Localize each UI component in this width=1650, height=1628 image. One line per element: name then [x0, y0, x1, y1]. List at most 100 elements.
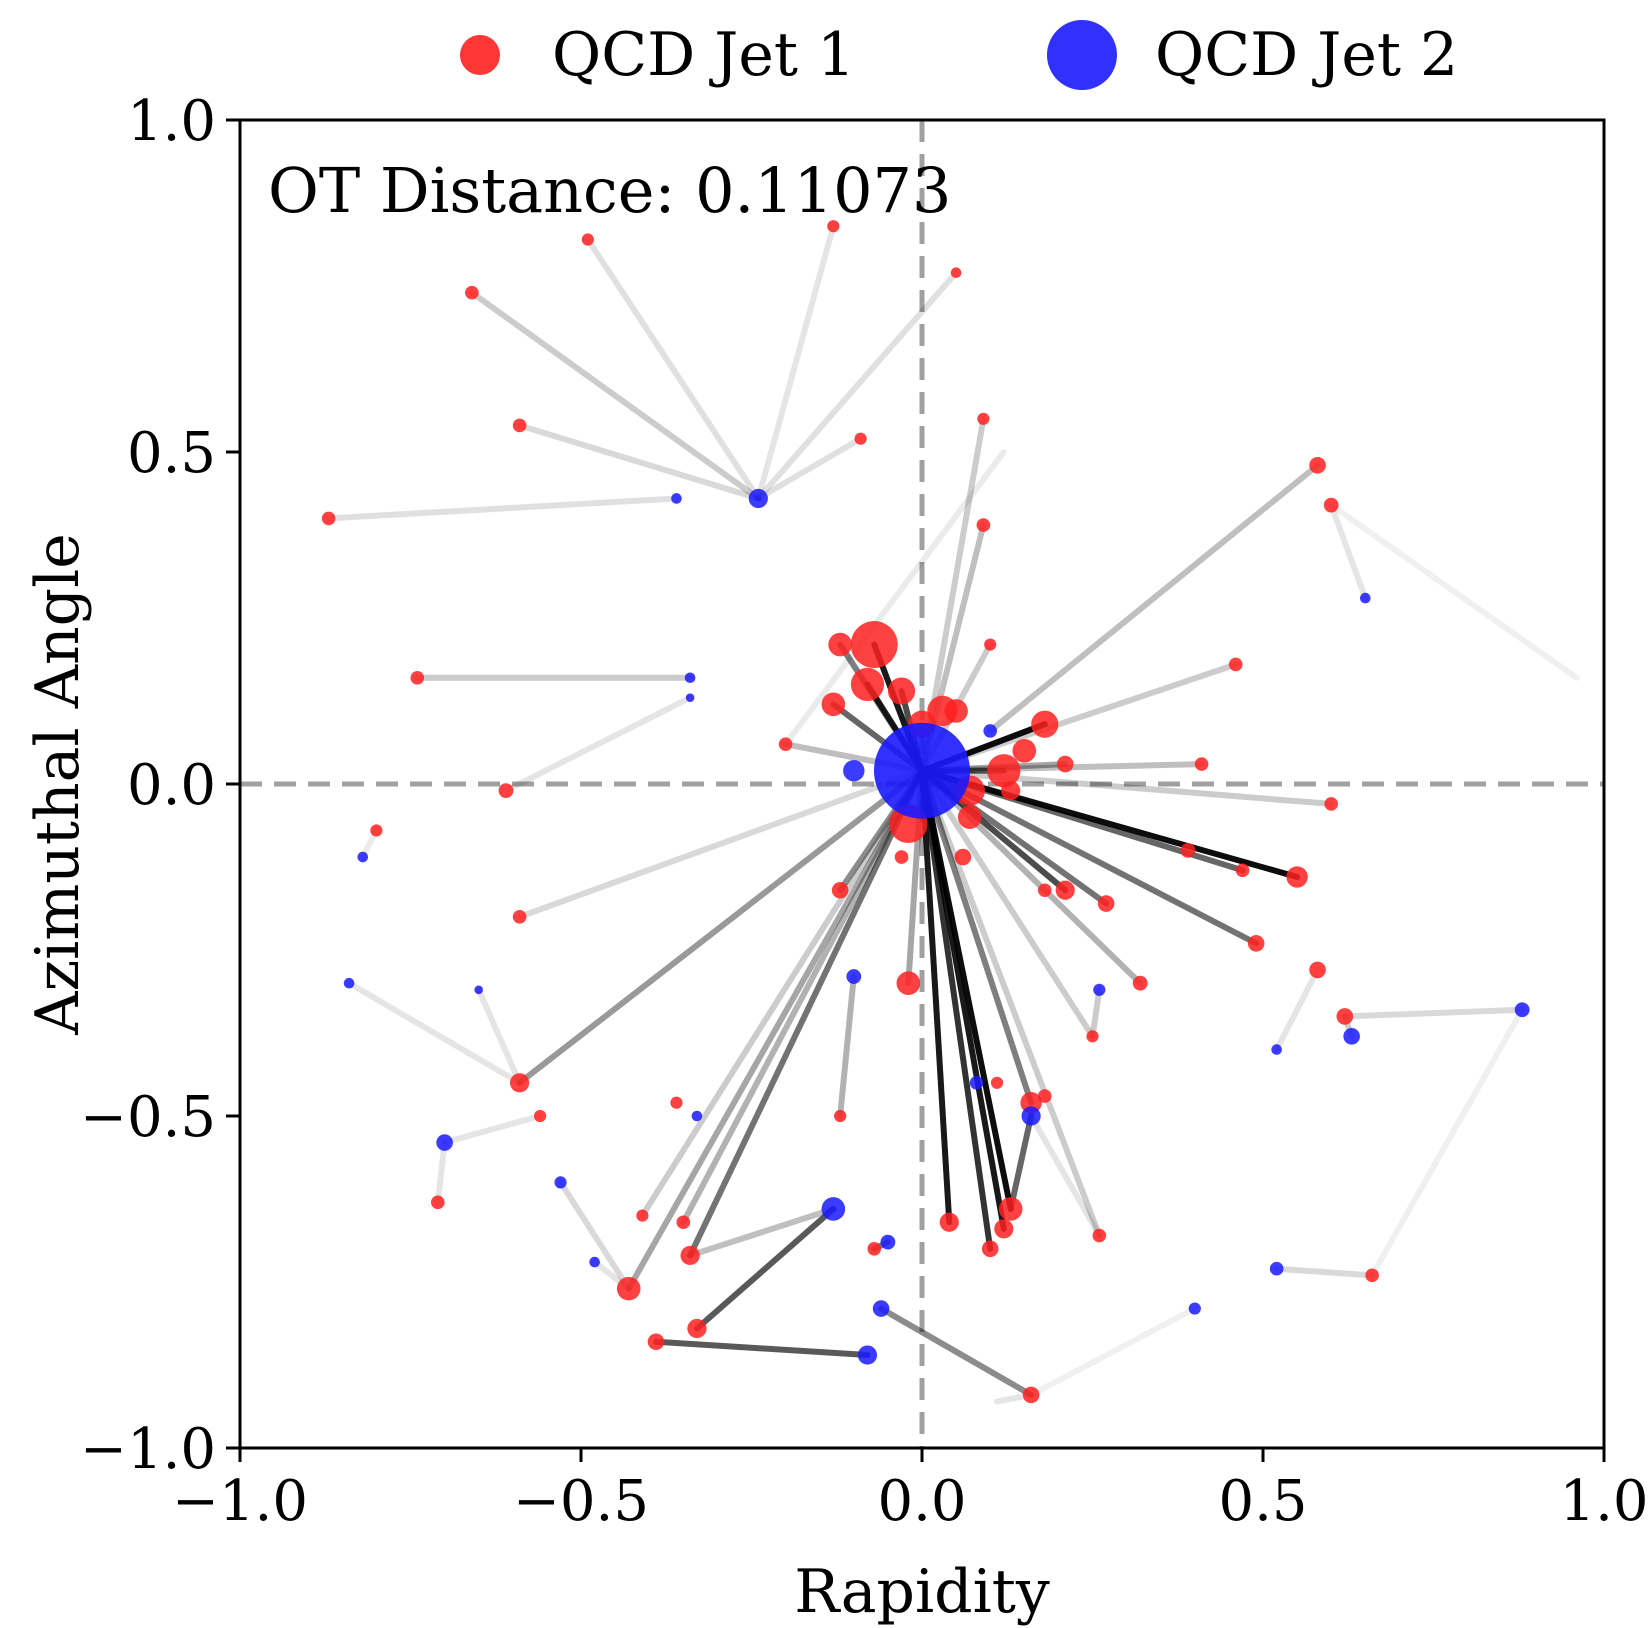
jet2-particle	[343, 977, 355, 989]
transport-line	[1369, 1006, 1526, 1279]
legend-label-jet1: QCD Jet 1	[552, 20, 855, 90]
transport-line	[653, 1338, 871, 1359]
jet1-particle	[1086, 1030, 1099, 1043]
jet1-particle	[1194, 757, 1209, 771]
jet1-particle	[939, 1212, 959, 1232]
jet1-particle	[1324, 797, 1338, 811]
transport-line	[1328, 502, 1369, 602]
transport-line	[468, 289, 762, 502]
transport-line	[687, 767, 925, 1259]
jet1-particle	[1097, 895, 1115, 912]
transport-line	[325, 495, 680, 522]
x-tick-label: 0.5	[1218, 1469, 1307, 1534]
jet2-particle	[685, 693, 695, 702]
transport-line	[693, 1205, 837, 1332]
jet2-particle	[684, 672, 696, 684]
transport-line	[687, 1205, 837, 1259]
jet2-particle	[589, 1256, 600, 1268]
jet2-particle	[857, 1345, 878, 1365]
legend-marker-jet2	[1047, 20, 1117, 90]
jet1-particle	[1365, 1268, 1379, 1283]
jet2-particle	[1343, 1028, 1360, 1045]
x-tick-label: −1.0	[172, 1469, 308, 1534]
jet1-particle	[831, 881, 849, 899]
jet1-particle	[512, 418, 527, 433]
transport-line	[680, 767, 925, 1226]
transport-line	[1007, 1113, 1035, 1212]
transport-line	[557, 1179, 632, 1292]
jet1-particle	[827, 220, 840, 233]
jet1-particle	[834, 1109, 847, 1123]
jet1-particle	[680, 1245, 700, 1266]
transport-line	[516, 422, 762, 502]
jet1-particle	[676, 1215, 691, 1230]
transport-line	[919, 767, 1096, 1040]
jet1-particle	[670, 1096, 683, 1109]
jet1-particle	[1037, 1089, 1052, 1103]
transport-line	[755, 435, 864, 502]
transport-line	[441, 1113, 544, 1146]
transport-line	[1028, 1113, 1103, 1239]
jet1-particle	[850, 621, 898, 669]
y-tick-label: 0.0	[127, 753, 216, 818]
x-axis: −1.0 −0.5 0.0 0.5 1.0	[172, 1448, 1649, 1534]
y-tick-label: −1.0	[80, 1417, 216, 1482]
jet2-particle	[969, 1076, 984, 1090]
jet2-particle	[1514, 1002, 1530, 1018]
y-tick-label: 0.5	[127, 421, 216, 486]
jet2-particle	[1021, 1106, 1041, 1126]
transport-line	[625, 767, 925, 1292]
jet1-particle	[1132, 975, 1148, 991]
jet1-particle	[1012, 739, 1037, 763]
transport-line	[919, 767, 994, 1252]
jet2-particle	[1271, 1044, 1282, 1055]
jet1-particle	[850, 667, 885, 702]
jet1-particle	[498, 783, 514, 799]
jet1-particle	[581, 233, 594, 246]
jet1-particle	[636, 1209, 649, 1222]
jet1-particle	[954, 848, 972, 866]
jet2-particle	[1360, 592, 1371, 604]
y-tick-label: −0.5	[80, 1085, 216, 1150]
transport-line	[1089, 986, 1103, 1040]
transport-line	[837, 973, 857, 1119]
jet1-particle	[616, 1276, 641, 1301]
jet1-particle	[990, 1076, 1004, 1089]
particles	[321, 220, 1530, 1404]
transport-line	[919, 661, 1239, 774]
jet2-particle	[357, 851, 369, 863]
jet2-particle	[748, 488, 768, 509]
transport-line	[475, 986, 523, 1086]
legend: QCD Jet 1 QCD Jet 2	[460, 20, 1458, 90]
transport-line	[639, 767, 925, 1219]
y-axis: 1.0 0.5 0.0 −0.5 −1.0	[80, 89, 240, 1482]
jet2-particle	[554, 1176, 567, 1189]
jet2-particle	[880, 1234, 896, 1250]
transport-line	[346, 980, 523, 1086]
jet1-particle	[370, 824, 383, 837]
jet2-particle	[843, 760, 865, 782]
jet1-particle	[976, 518, 991, 532]
transport-line	[919, 767, 1035, 1106]
transport-line	[1328, 502, 1580, 681]
transport-line	[516, 767, 925, 1086]
jet1-particle	[1309, 961, 1326, 979]
y-tick-label: 1.0	[127, 89, 216, 154]
jet2-particle	[874, 722, 970, 819]
transport-line	[1273, 1265, 1376, 1279]
transport-line	[755, 223, 837, 502]
jet1-particle	[465, 285, 479, 300]
jet1-particle	[1309, 456, 1326, 474]
jet1-particle	[512, 910, 527, 924]
x-tick-label: 0.0	[877, 1469, 966, 1534]
transport-line	[434, 1139, 448, 1206]
jet1-particle	[867, 1242, 882, 1256]
transport-line	[782, 449, 1007, 748]
jet1-particle	[1022, 1386, 1040, 1404]
jet1-particle	[998, 1197, 1023, 1221]
jet1-particle	[321, 511, 336, 526]
jet1-particle	[1323, 497, 1339, 513]
jet2-particle	[1188, 1302, 1201, 1315]
jet1-particle	[887, 677, 916, 705]
